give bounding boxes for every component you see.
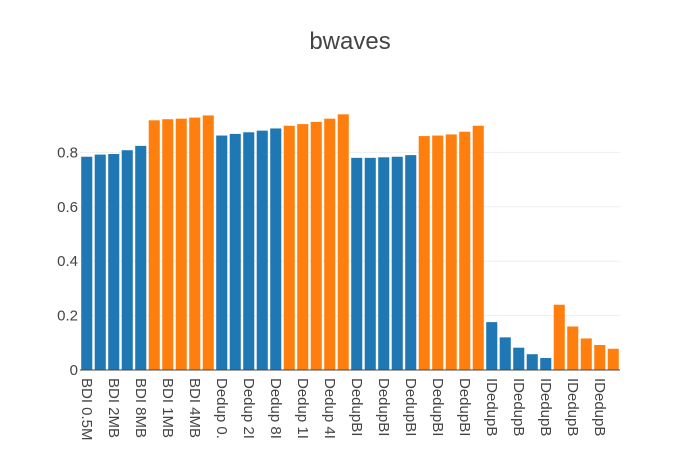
bar (189, 117, 201, 370)
bar (256, 130, 268, 370)
y-tick-label: 0.6 (57, 199, 78, 216)
bar (364, 157, 376, 370)
x-tick-label: BDI 8MB (132, 378, 149, 438)
bar (405, 155, 417, 370)
bar (553, 304, 565, 370)
bar (175, 118, 187, 370)
bar (607, 348, 619, 370)
bars (81, 114, 619, 371)
bar (121, 150, 133, 370)
bar (135, 145, 147, 370)
x-tick-label: IDedupB (564, 378, 581, 436)
bar (148, 120, 160, 370)
bar (202, 115, 214, 370)
x-tick-label: Dedup 4I (321, 378, 338, 439)
bar (351, 157, 363, 370)
bar (243, 132, 255, 370)
bar (378, 157, 390, 370)
x-tick-label: DedupBI (375, 378, 392, 436)
x-tick-label: Dedup 8I (267, 378, 284, 439)
bar (567, 326, 579, 370)
bar (324, 118, 336, 370)
bar (108, 154, 120, 370)
x-tick-labels: BDI 0.5M BDI 2MB BDI 8MB BDI 1MB BDI 4MB Dedu… (78, 378, 608, 441)
bar (337, 114, 349, 370)
y-tick-label: 0 (70, 362, 78, 379)
x-tick-label: BDI 0.5M (78, 378, 95, 441)
bar (472, 125, 484, 371)
x-tick-label: IDedupB (591, 378, 608, 436)
bar (526, 354, 538, 370)
bar (297, 124, 309, 370)
bar (418, 136, 430, 370)
x-tick-label: DedupBI (429, 378, 446, 436)
y-tick-labels: 0 0.2 0.4 0.6 0.8 (57, 144, 78, 379)
x-tick-label: DedupBI (456, 378, 473, 436)
bar (216, 135, 228, 370)
y-tick-label: 0.8 (57, 144, 78, 161)
bar (459, 131, 471, 370)
bar (270, 128, 282, 370)
y-tick-label: 0.2 (57, 308, 78, 325)
bar (594, 344, 606, 370)
bar (310, 121, 322, 370)
bar (445, 134, 457, 370)
x-tick-label: IDedupB (537, 378, 554, 436)
x-tick-label: DedupBI (348, 378, 365, 436)
x-tick-label: BDI 4MB (186, 378, 203, 438)
x-tick-label: BDI 2MB (105, 378, 122, 438)
x-tick-label: DedupBI (402, 378, 419, 436)
x-tick-label: IDedupB (483, 378, 500, 436)
bar (81, 156, 93, 370)
y-tick-label: 0.4 (57, 253, 78, 270)
grid-lines (80, 151, 620, 317)
bar (513, 347, 525, 370)
bar (229, 133, 241, 370)
bar (432, 135, 444, 370)
chart-title: bwaves (309, 28, 390, 55)
bar (162, 119, 174, 370)
x-tick-label: IDedupB (510, 378, 527, 436)
x-tick-label: Dedup 2I (240, 378, 257, 439)
bar (283, 125, 295, 371)
x-tick-label: Dedup 1I (294, 378, 311, 439)
bar (486, 322, 498, 370)
bar (540, 358, 552, 370)
bar (499, 337, 511, 370)
x-tick-label: BDI 1MB (159, 378, 176, 438)
bar (580, 338, 592, 370)
bar (391, 156, 403, 370)
bar (94, 154, 106, 370)
x-tick-label: Dedup 0. (213, 378, 230, 439)
